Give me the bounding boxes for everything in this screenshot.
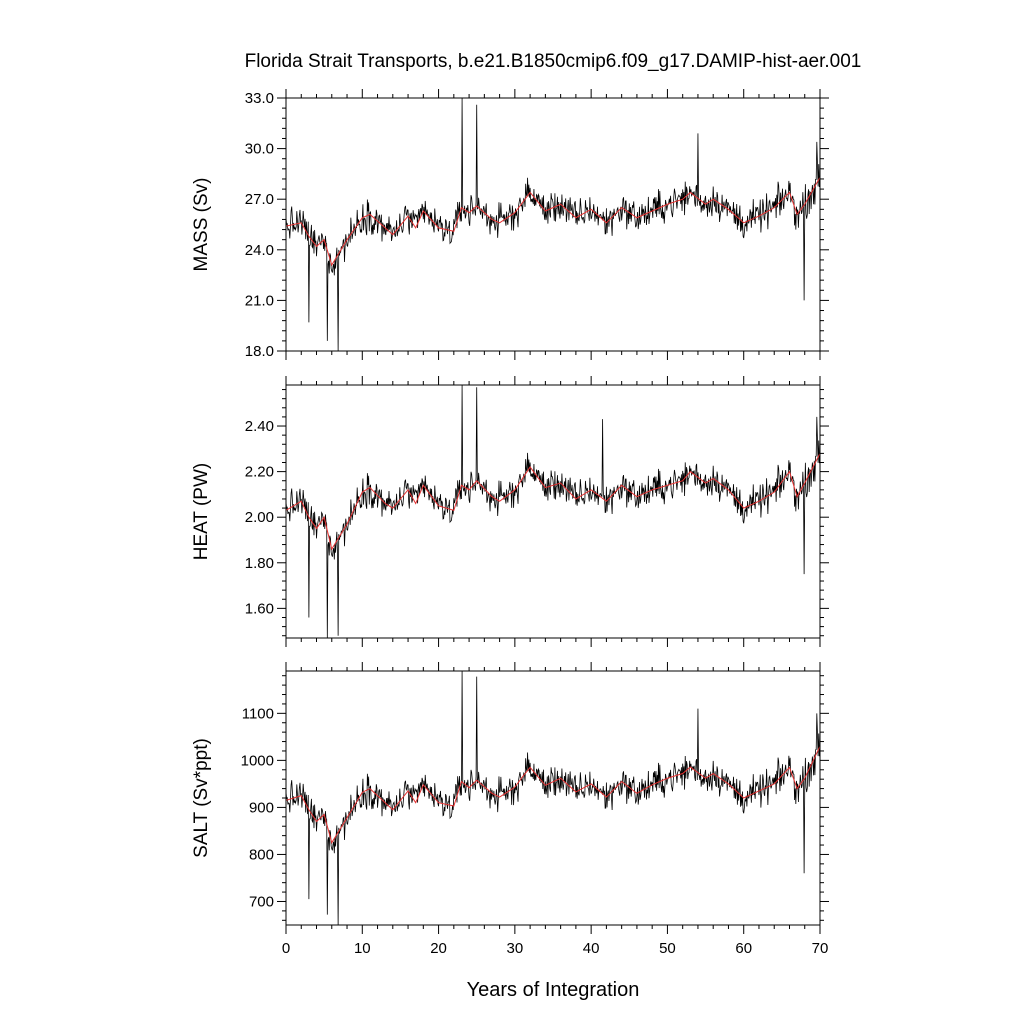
monthly-series-line bbox=[286, 98, 820, 351]
smoothed-series-line bbox=[286, 746, 820, 844]
y-tick-label: 2.20 bbox=[245, 464, 274, 481]
panel-1: 18.0 21.0 24.0 27.0 30.0 33.0 MASS (Sv) bbox=[191, 89, 829, 360]
y-tick-label: 21.0 bbox=[245, 292, 274, 309]
y-tick-label: 18.0 bbox=[245, 343, 274, 360]
y-axis-label: SALT (Sv*ppt) bbox=[191, 738, 212, 858]
monthly-series-line bbox=[286, 671, 820, 925]
x-axis-label: Years of Integration bbox=[467, 979, 640, 1001]
y-tick-label: 30.0 bbox=[245, 141, 274, 158]
plot-frame bbox=[285, 384, 821, 639]
y-tick-label: 1000 bbox=[241, 752, 274, 769]
y-tick-label: 900 bbox=[249, 799, 274, 816]
y-tick-label: 2.00 bbox=[245, 509, 274, 526]
y-tick-label: 24.0 bbox=[245, 242, 274, 259]
x-tick-label: 40 bbox=[583, 940, 600, 957]
x-tick-label: 30 bbox=[507, 940, 524, 957]
x-tick-label: 50 bbox=[659, 940, 676, 957]
y-tick-label: 800 bbox=[249, 846, 274, 863]
smoothed-series-line bbox=[286, 453, 820, 551]
y-tick-label: 1.80 bbox=[245, 555, 274, 572]
y-tick-label: 1100 bbox=[242, 705, 274, 722]
plot-frame bbox=[285, 97, 821, 352]
x-tick-label: 70 bbox=[812, 940, 829, 957]
y-axis-label: MASS (Sv) bbox=[191, 178, 212, 272]
x-tick-label: 10 bbox=[354, 940, 371, 957]
y-tick-label: 33.0 bbox=[245, 90, 274, 107]
y-tick-label: 700 bbox=[249, 893, 274, 910]
y-tick-label: 27.0 bbox=[245, 191, 274, 208]
y-tick-label: 1.60 bbox=[245, 600, 274, 617]
chart-panels: 18.0 21.0 24.0 27.0 30.0 33.0 MASS (Sv) 1.60 1.8… bbox=[191, 89, 829, 957]
y-tick-label: 2.40 bbox=[245, 418, 274, 435]
panel-2: 1.60 1.80 2.00 2.20 2.40 HEAT (PW) bbox=[191, 376, 829, 647]
plot-frame bbox=[285, 670, 821, 926]
chart-title: Florida Strait Transports, b.e21.B1850cm… bbox=[245, 51, 862, 72]
smoothed-series-line bbox=[286, 177, 820, 267]
x-tick-label: 60 bbox=[735, 940, 752, 957]
panel-3: 700 800 900 1000 1100 SALT (Sv*ppt) bbox=[191, 662, 829, 934]
x-tick-label: 20 bbox=[430, 940, 447, 957]
y-axis-label: HEAT (PW) bbox=[191, 463, 212, 560]
x-tick-label: 0 bbox=[282, 940, 290, 957]
monthly-series-line bbox=[286, 385, 820, 638]
